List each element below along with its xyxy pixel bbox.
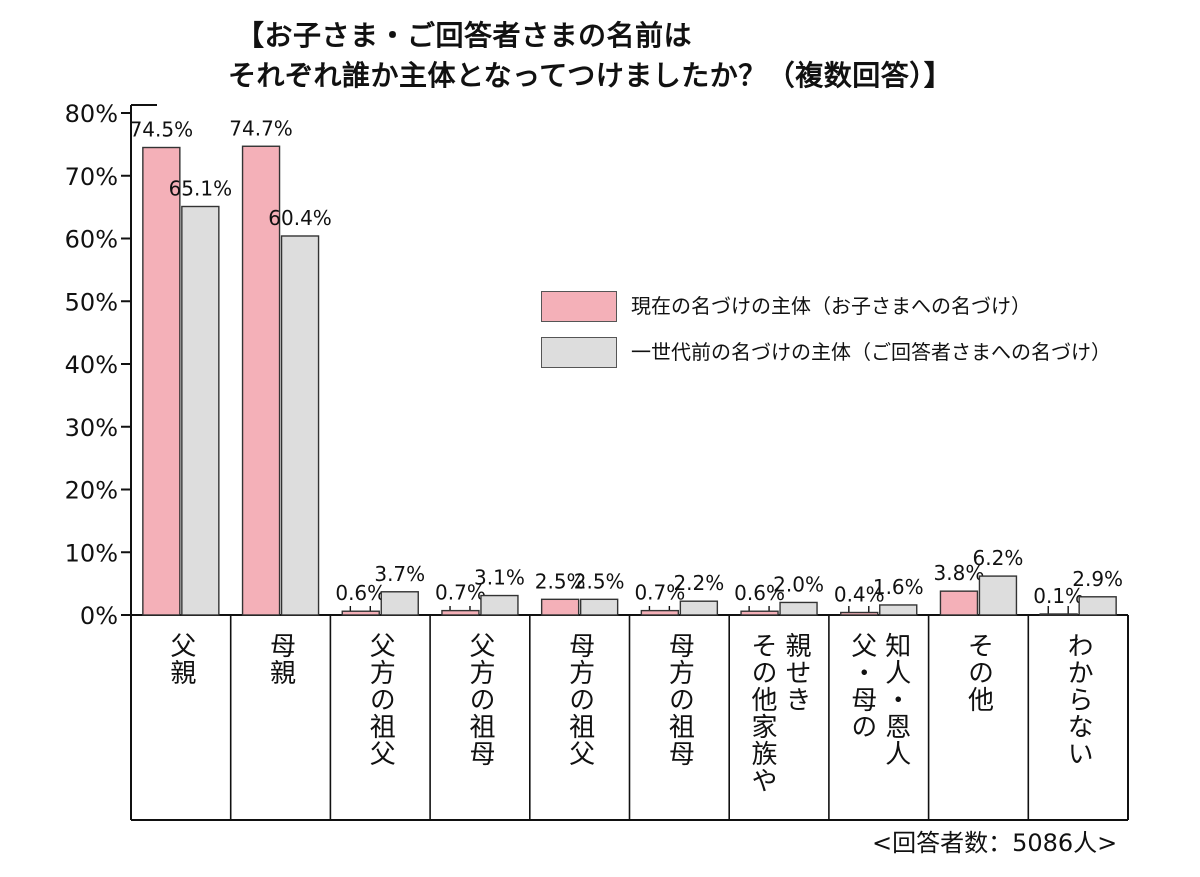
bar-previous-2 (380, 591, 419, 616)
data-label-current-2: 0.6% (335, 581, 386, 605)
bar-current-5 (640, 609, 680, 616)
category-label-8: その他 (929, 632, 1029, 713)
data-label-current-9: 0.1% (1033, 584, 1084, 608)
bar-previous-7 (879, 604, 918, 616)
respondent-count-note: <回答者数：5086人> (872, 829, 1118, 857)
data-label-previous-8: 6.2% (973, 546, 1024, 570)
category-label-2: 父方の祖父 (330, 632, 430, 767)
bar-current-2 (341, 610, 380, 616)
data-label-current-0: 74.5% (130, 118, 194, 142)
legend-item-previous: 一世代前の名づけの主体（ご回答者さまへの名づけ） (541, 335, 1111, 369)
bar-previous-3 (480, 594, 519, 616)
data-label-current-8: 3.8% (934, 561, 985, 585)
bar-current-4 (540, 598, 580, 616)
category-label-3: 父方の祖母 (430, 632, 530, 767)
category-label-0: 父親 (131, 632, 231, 686)
y-tick-label-6: 20% (65, 477, 118, 505)
legend-label-current: 現在の名づけの主体（お子さまへの名づけ） (631, 294, 1031, 318)
data-label-previous-5: 2.2% (673, 571, 724, 595)
bar-current-1 (241, 145, 281, 616)
y-tick-label-7: 10% (65, 539, 118, 567)
bar-current-3 (441, 609, 480, 616)
data-label-current-5: 0.7% (634, 581, 685, 605)
data-label-current-1: 74.7% (229, 116, 293, 140)
data-label-previous-1: 60.4% (268, 206, 332, 230)
bar-current-7 (840, 611, 879, 616)
category-label-4: 母方の祖父 (530, 632, 630, 767)
y-tick-label-8: 0% (80, 602, 118, 630)
data-label-previous-7: 1.6% (873, 575, 924, 599)
data-label-previous-2: 3.7% (374, 562, 425, 586)
bar-current-6 (740, 610, 779, 616)
bar-previous-1 (280, 235, 320, 616)
category-label-line-9-0: わからない (1063, 632, 1094, 767)
data-label-previous-6: 2.0% (773, 572, 824, 596)
bar-current-9 (1039, 613, 1078, 616)
legend-label-previous: 一世代前の名づけの主体（ご回答者さまへの名づけ） (631, 340, 1111, 364)
chart-title-line-1: 【お子さま・ご回答者さまの名前は (236, 19, 693, 52)
legend-swatch-current (541, 290, 617, 322)
bar-current-8 (939, 590, 979, 616)
data-label-previous-9: 2.9% (1072, 567, 1123, 591)
data-label-current-3: 0.7% (435, 581, 486, 605)
bar-previous-0 (181, 205, 220, 616)
category-label-line-2-0: 父方の祖父 (365, 632, 396, 767)
legend-item-current: 現在の名づけの主体（お子さまへの名づけ） (541, 289, 1031, 323)
bar-previous-8 (978, 575, 1018, 616)
category-label-7: 父・母の 知人・恩人 (829, 632, 929, 767)
data-label-current-7: 0.4% (834, 582, 885, 606)
category-label-6: その他家族や 親せき (729, 632, 829, 794)
data-label-current-4: 2.5% (535, 569, 586, 593)
category-label-line-3-0: 父方の祖母 (464, 632, 495, 767)
y-tick-label-4: 40% (65, 351, 118, 379)
y-tick-label-0: 80% (65, 100, 118, 128)
category-label-line-6-0: その他家族や (747, 632, 778, 794)
data-label-previous-3: 3.1% (474, 566, 525, 590)
category-label-line-7-1: 知人・恩人 (880, 632, 911, 767)
y-tick-label-5: 30% (65, 414, 118, 442)
bar-previous-6 (779, 601, 818, 616)
category-label-line-6-1: 親せき (781, 632, 812, 713)
category-label-1: 母親 (231, 632, 331, 686)
bar-previous-9 (1078, 596, 1117, 616)
bar-previous-5 (679, 600, 719, 616)
category-label-line-8-0: その他 (963, 632, 994, 713)
bar-previous-4 (579, 598, 619, 616)
category-label-line-1-0: 母親 (265, 632, 296, 686)
legend-swatch-previous (541, 336, 617, 368)
data-label-current-6: 0.6% (734, 581, 785, 605)
category-label-line-0-0: 父親 (165, 632, 196, 686)
y-tick-label-2: 60% (65, 226, 118, 254)
category-label-9: わからない (1028, 632, 1128, 767)
category-label-line-5-0: 母方の祖母 (664, 632, 695, 767)
bar-current-0 (142, 146, 181, 616)
category-label-line-4-0: 母方の祖父 (564, 632, 595, 767)
chart-title-line-2: それぞれ誰か主体となってつけましたか？（複数回答）】 (228, 59, 953, 92)
category-label-5: 母方の祖母 (630, 632, 730, 767)
data-label-previous-0: 65.1% (169, 176, 233, 200)
y-tick-label-1: 70% (65, 163, 118, 191)
category-label-line-7-0: 父・母の (846, 632, 877, 740)
data-label-previous-4: 2.5% (574, 569, 625, 593)
y-tick-label-3: 50% (65, 288, 118, 316)
